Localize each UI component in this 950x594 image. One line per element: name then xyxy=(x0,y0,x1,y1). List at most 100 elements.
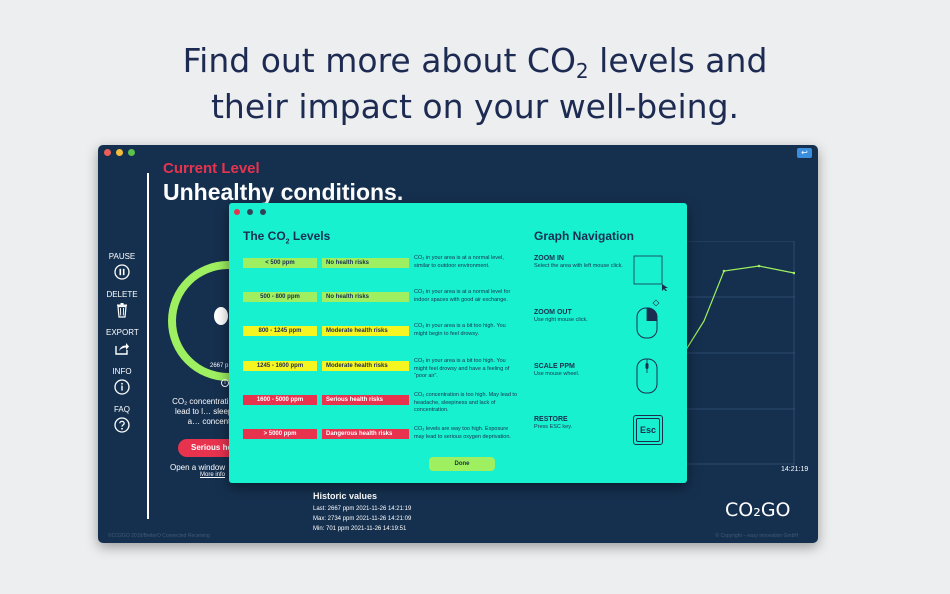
modal-title: The CO2 Levels xyxy=(243,229,330,245)
trash-icon xyxy=(117,303,127,318)
window-zoom-button[interactable] xyxy=(128,149,135,156)
headline-line-2: their impact on your well-being. xyxy=(210,87,740,126)
info-label: INFO xyxy=(112,367,132,376)
gauge-info-icon[interactable]: i xyxy=(221,379,229,387)
current-status-title: Unhealthy conditions. xyxy=(163,179,404,205)
level-range-badge: 800 - 1245 ppm xyxy=(243,326,317,336)
level-description: CO₂ levels are way too high. Exposure ma… xyxy=(414,426,511,440)
nav-desc: Use right mouse click. xyxy=(534,317,588,323)
nav-restore: RESTORE Press ESC key. xyxy=(534,416,634,431)
pause-label: PAUSE xyxy=(108,252,136,261)
modal-title-b: Levels xyxy=(289,229,331,243)
nav-scale-ppm: SCALE PPM Use mouse wheel. xyxy=(534,363,634,378)
level-row: < 500 ppm No health risks CO₂ in your area… xyxy=(243,255,523,285)
level-description: CO₂ in your area is a bit too high. You … xyxy=(414,323,506,337)
level-risk-badge: No health risks xyxy=(322,292,409,302)
select-area-icon xyxy=(633,255,668,291)
co2go-logo: CO₂GO xyxy=(725,499,791,521)
headline-subscript: 2 xyxy=(575,59,589,83)
graph-tick-right: 14:21:19 xyxy=(781,466,809,473)
delete-button[interactable]: DELETE xyxy=(106,290,138,318)
level-range-badge: 1245 - 1600 ppm xyxy=(243,361,317,371)
nav-heading: ZOOM IN xyxy=(534,255,564,262)
level-description: CO₂ concentrati… May lead to l… sleepine… xyxy=(172,397,254,426)
historic-min: Min: 701 ppm 2021-11-26 14:19:51 xyxy=(313,526,407,532)
advice-text: Open a window xyxy=(170,463,226,472)
delete-label: DELETE xyxy=(106,290,138,299)
mouse-right-click-icon xyxy=(636,299,660,339)
pause-button[interactable]: PAUSE xyxy=(106,252,138,280)
gauge-ppm-value: 2667 p xyxy=(210,363,229,369)
faq-label: FAQ xyxy=(113,405,130,414)
level-row: > 5000 ppm Dangerous health risks CO₂ leve… xyxy=(243,426,523,456)
back-arrow-icon: ↩ xyxy=(801,148,808,157)
co2-levels-modal: The CO2 Levels Graph Navigation < 500 pp… xyxy=(229,203,687,483)
level-risk-badge: Moderate health risks xyxy=(322,326,409,336)
level-row: 800 - 1245 ppm Moderate health risks CO₂ i… xyxy=(243,323,523,353)
back-button[interactable]: ↩ xyxy=(797,148,812,158)
nav-desc: Press ESC key. xyxy=(534,424,573,430)
headline-text-b: levels and xyxy=(588,41,768,80)
help-icon xyxy=(114,417,130,433)
headline-text-a: Find out more about CO xyxy=(182,41,576,80)
historic-max: Max: 2734 ppm 2021-11-26 14:21:09 xyxy=(313,516,412,522)
info-icon xyxy=(114,379,130,395)
level-risk-badge: No health risks xyxy=(322,258,409,268)
share-icon xyxy=(115,343,129,355)
graph-navigation-title: Graph Navigation xyxy=(534,229,635,243)
modal-minimize-button[interactable] xyxy=(247,209,253,215)
export-button[interactable]: EXPORT xyxy=(106,328,139,356)
sidebar-divider xyxy=(147,173,149,519)
nav-desc: Use mouse wheel. xyxy=(534,371,580,377)
graph-point xyxy=(757,264,761,268)
headline-line-1: Find out more about CO2 levels and xyxy=(0,38,950,84)
level-description: CO₂ in your area is a bit too high. You … xyxy=(414,358,510,379)
esc-key-label: Esc xyxy=(636,418,660,442)
historic-last: Last: 2667 ppm 2021-11-26 14:21:19 xyxy=(313,506,412,512)
level-range-badge: < 500 ppm xyxy=(243,258,317,268)
historic-values: Historic values Last: 2667 ppm 2021-11-2… xyxy=(313,491,411,534)
pause-icon xyxy=(114,264,130,280)
export-label: EXPORT xyxy=(106,328,139,337)
nav-zoom-in: ZOOM IN Select the area with left mouse … xyxy=(534,255,634,270)
graph-series-line xyxy=(684,265,795,354)
headline: Find out more about CO2 levels and their… xyxy=(0,38,950,130)
level-row: 1600 - 5000 ppm Serious health risks CO₂ c… xyxy=(243,392,523,422)
modal-close-button[interactable] xyxy=(234,209,240,215)
co2-graph[interactable] xyxy=(684,241,795,465)
gauge-knob xyxy=(214,307,228,325)
nav-heading: RESTORE xyxy=(534,416,568,423)
graph-point xyxy=(722,269,726,273)
esc-key-icon: Esc xyxy=(633,415,663,445)
faq-button[interactable]: FAQ xyxy=(106,405,138,433)
level-row: 500 - 800 ppm No health risks CO₂ in your … xyxy=(243,289,523,319)
done-button[interactable]: Done xyxy=(429,457,495,471)
nav-heading: ZOOM OUT xyxy=(534,309,572,316)
current-level-label: Current Level xyxy=(163,160,260,177)
nav-heading: SCALE PPM xyxy=(534,363,575,370)
level-description: CO₂ concentration is too high. May lead … xyxy=(414,392,518,413)
nav-zoom-out: ZOOM OUT Use right mouse click. xyxy=(534,309,634,324)
graph-point xyxy=(792,271,795,275)
historic-title: Historic values xyxy=(313,491,378,501)
level-risk-badge: Serious health risks xyxy=(322,395,409,405)
level-row: 1245 - 1600 ppm Moderate health risks CO₂ … xyxy=(243,358,523,388)
info-button[interactable]: INFO xyxy=(106,367,138,395)
window-minimize-button[interactable] xyxy=(116,149,123,156)
nav-desc: Select the area with left mouse click. xyxy=(534,263,623,269)
level-risk-badge: Moderate health risks xyxy=(322,361,409,371)
level-risk-badge: Dangerous health risks xyxy=(322,429,409,439)
level-description: CO₂ in your area is at a normal level fo… xyxy=(414,289,511,303)
modal-title-a: The CO xyxy=(243,229,286,243)
modal-title-subscript: 2 xyxy=(285,238,290,246)
level-range-badge: > 5000 ppm xyxy=(243,429,317,439)
footer-right: © Copyright – easy innovation GmbH xyxy=(715,533,798,539)
window-close-button[interactable] xyxy=(104,149,111,156)
modal-zoom-button[interactable] xyxy=(260,209,266,215)
level-description: CO₂ in your area is at a normal level, s… xyxy=(414,255,504,269)
level-range-badge: 1600 - 5000 ppm xyxy=(243,395,317,405)
mouse-wheel-icon xyxy=(636,358,658,394)
level-range-badge: 500 - 800 ppm xyxy=(243,292,317,302)
more-info-link[interactable]: More info xyxy=(200,472,226,478)
footer-left: ©CO2GO 2019/BetterO Connected Receiving xyxy=(108,533,210,539)
